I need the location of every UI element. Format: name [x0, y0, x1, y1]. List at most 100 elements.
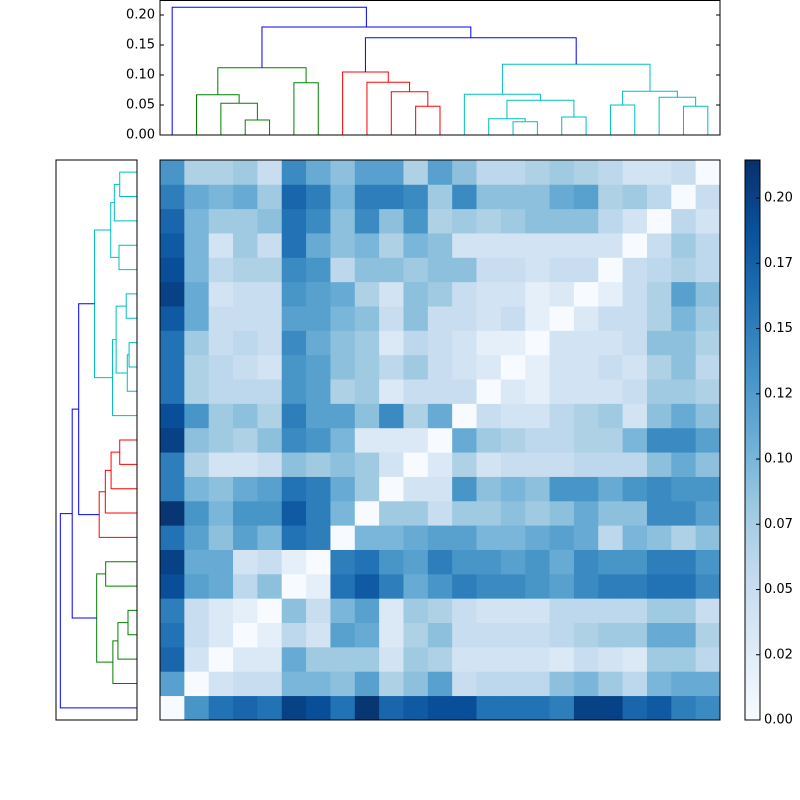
heatmap-cell: [379, 330, 404, 356]
heatmap-cell: [452, 476, 477, 502]
heatmap-cell: [184, 671, 210, 697]
heatmap-cell: [184, 476, 210, 502]
heatmap-cell: [525, 549, 550, 575]
heatmap-cell: [476, 598, 502, 624]
heatmap-cell: [427, 671, 453, 697]
heatmap-cell: [354, 403, 380, 429]
heatmap-cell: [452, 233, 477, 258]
heatmap-cell: [646, 208, 672, 234]
heatmap-cell: [208, 403, 234, 429]
heatmap-cell: [208, 160, 234, 185]
heatmap-cell: [646, 403, 672, 429]
heatmap-cell: [622, 257, 648, 283]
heatmap-cell: [452, 500, 477, 526]
heatmap-cell: [403, 525, 429, 550]
heatmap-cell: [671, 671, 697, 697]
heatmap-cell: [695, 306, 721, 331]
heatmap-cell: [281, 646, 307, 672]
heatmap-cell: [549, 525, 575, 550]
heatmap-cell: [306, 525, 331, 550]
heatmap-cell: [500, 354, 526, 380]
heatmap-cell: [233, 452, 258, 477]
heatmap-cell: [403, 549, 429, 575]
heatmap-cell: [427, 257, 453, 283]
heatmap-cell: [257, 476, 283, 502]
heatmap-cell: [646, 281, 672, 307]
heatmap-cell: [476, 354, 502, 380]
heatmap-cell: [573, 452, 599, 477]
heatmap-cell: [257, 549, 283, 575]
heatmap-cell: [695, 208, 721, 234]
heatmap-cell: [354, 695, 380, 721]
heatmap-cell: [427, 306, 453, 331]
heatmap-cell: [354, 160, 380, 185]
heatmap-cell: [208, 306, 234, 331]
dendrogram-link: [609, 104, 636, 135]
heatmap-cell: [281, 160, 307, 185]
dendrogram-link: [112, 640, 137, 684]
heatmap-cell: [160, 354, 185, 380]
heatmap-cell: [573, 671, 599, 697]
heatmap-cell: [671, 573, 697, 599]
heatmap-cell: [208, 208, 234, 234]
heatmap-cell: [184, 379, 210, 404]
heatmap-cell: [695, 476, 721, 502]
heatmap-cell: [622, 427, 648, 453]
heatmap-cell: [622, 573, 648, 599]
heatmap-cell: [184, 622, 210, 648]
dendrogram-link: [244, 119, 271, 135]
dendrogram-link: [364, 37, 577, 72]
heatmap-cell: [476, 549, 502, 575]
heatmap: [159, 159, 721, 721]
heatmap-cell: [452, 549, 477, 575]
heatmap-cell: [622, 281, 648, 307]
heatmap-cell: [573, 695, 599, 721]
heatmap-cell: [427, 379, 453, 404]
heatmap-cell: [598, 257, 624, 283]
heatmap-cell: [233, 330, 258, 356]
heatmap-cell: [403, 306, 429, 331]
heatmap-cell: [379, 403, 404, 429]
heatmap-cell: [160, 184, 185, 210]
heatmap-cell: [549, 281, 575, 307]
heatmap-cell: [257, 306, 283, 331]
heatmap-cell: [427, 573, 453, 599]
heatmap-cell: [525, 330, 550, 356]
heatmap-cell: [598, 622, 624, 648]
heatmap-cell: [500, 233, 526, 258]
heatmap-cell: [306, 330, 331, 356]
heatmap-cell: [598, 500, 624, 526]
heatmap-cell: [379, 257, 404, 283]
heatmap-cell: [354, 281, 380, 307]
heatmap-cell: [233, 354, 258, 380]
heatmap-cell: [427, 403, 453, 429]
dendrogram-link: [196, 94, 240, 135]
heatmap-cell: [306, 427, 331, 453]
dendrogram-link: [119, 439, 137, 465]
heatmap-cell: [598, 330, 624, 356]
heatmap-cell: [160, 525, 185, 550]
heatmap-cell: [695, 671, 721, 697]
heatmap-cell: [671, 379, 697, 404]
heatmap-cell: [330, 549, 356, 575]
heatmap-cell: [208, 427, 234, 453]
heatmap-cell: [330, 598, 356, 624]
heatmap-cell: [671, 622, 697, 648]
heatmap-cell: [573, 646, 599, 672]
heatmap-cell: [646, 598, 672, 624]
heatmap-cell: [671, 354, 697, 380]
heatmap-cell: [257, 233, 283, 258]
dendrogram-link: [342, 71, 389, 135]
heatmap-cell: [257, 208, 283, 234]
dendrogram-link: [390, 91, 429, 135]
heatmap-cell: [281, 403, 307, 429]
heatmap-cell: [257, 622, 283, 648]
heatmap-cell: [573, 622, 599, 648]
heatmap-cell: [233, 598, 258, 624]
colorbar-frame: [744, 159, 761, 721]
heatmap-cell: [233, 500, 258, 526]
heatmap-cell: [452, 622, 477, 648]
heatmap-cell: [281, 233, 307, 258]
heatmap-cell: [330, 281, 356, 307]
heatmap-cell: [281, 671, 307, 697]
